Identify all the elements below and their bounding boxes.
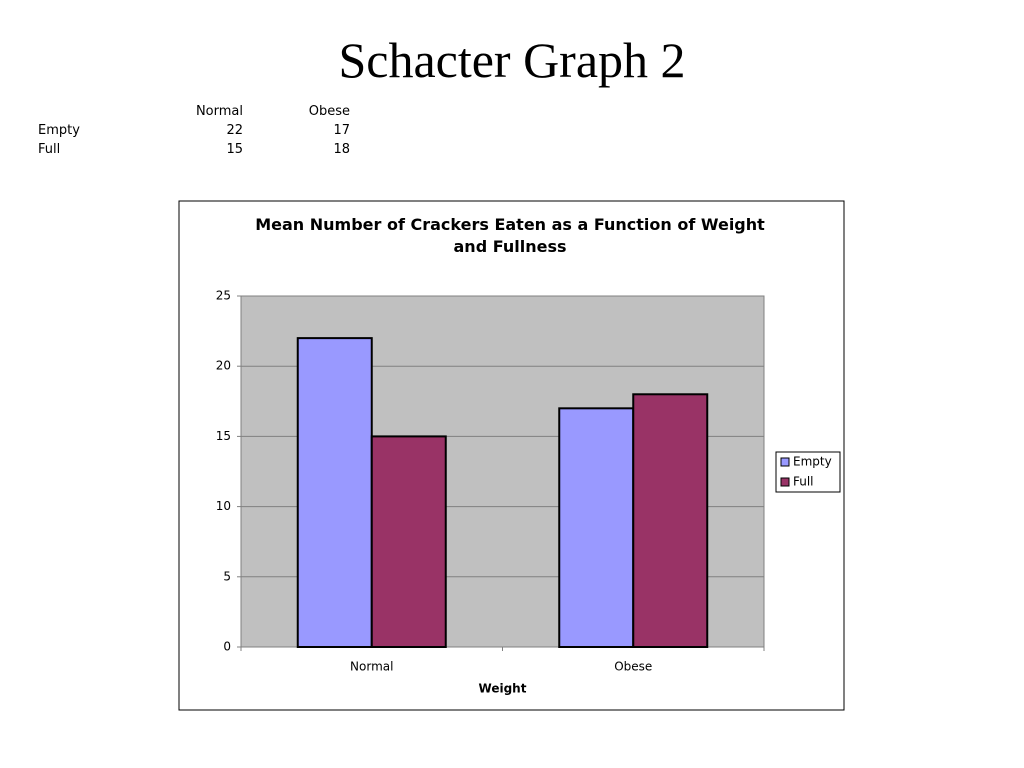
y-tick-label: 5 xyxy=(223,569,231,583)
legend-swatch xyxy=(780,457,790,467)
table-cell: 17 xyxy=(333,123,350,138)
legend-label: Empty xyxy=(793,455,832,469)
y-tick-label: 25 xyxy=(216,289,231,303)
legend-swatch xyxy=(780,477,790,487)
column-header: Obese xyxy=(308,104,350,119)
y-tick-label: 15 xyxy=(216,429,231,443)
table-cell: 22 xyxy=(226,123,243,138)
column-header: Normal xyxy=(195,104,243,119)
legend-label: Full xyxy=(793,475,814,489)
y-tick-label: 0 xyxy=(223,640,231,654)
slide-title: Schacter Graph 2 xyxy=(338,32,686,88)
x-tick-label: Normal xyxy=(350,660,393,674)
bar xyxy=(370,435,447,648)
bar xyxy=(296,337,373,648)
row-label: Full xyxy=(38,142,61,157)
y-tick-label: 20 xyxy=(216,359,231,373)
table-cell: 15 xyxy=(226,142,243,157)
bar xyxy=(558,407,635,648)
table-cell: 18 xyxy=(333,142,350,157)
chart-title: Mean Number of Crackers Eaten as a Funct… xyxy=(255,215,765,256)
x-axis-label: Weight xyxy=(479,682,527,696)
y-tick-label: 10 xyxy=(216,499,231,513)
row-label: Empty xyxy=(38,123,80,138)
bar xyxy=(632,393,709,648)
x-tick-label: Obese xyxy=(614,660,652,674)
